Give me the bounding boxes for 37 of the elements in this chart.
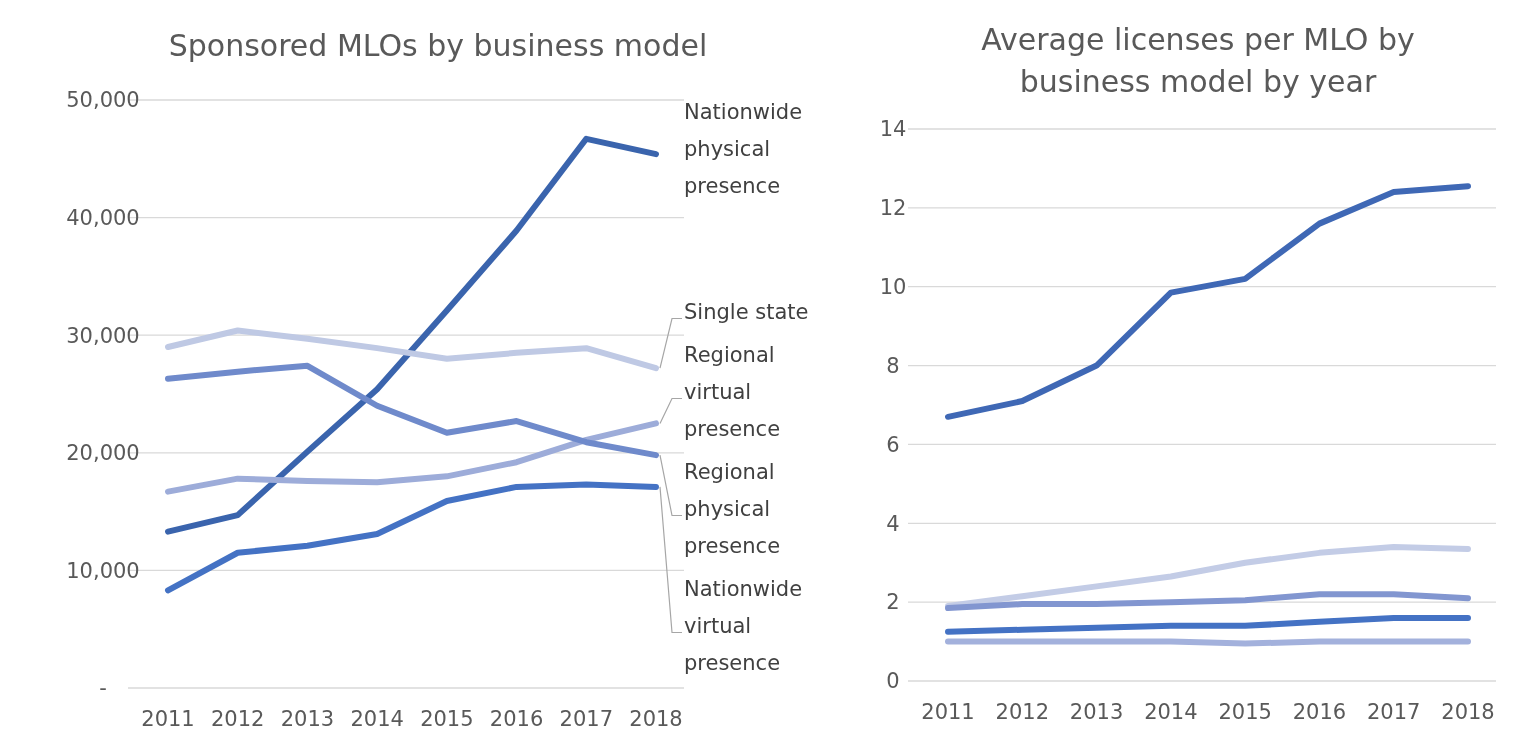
series-label: Nationwide physical presence (684, 99, 803, 198)
x-tick-label: 2016 (1292, 700, 1347, 724)
y-tick-label: 8 (886, 353, 900, 378)
y-tick-label: - (99, 676, 107, 701)
series-label: Regional virtual presence (684, 342, 781, 441)
chart-title: Sponsored MLOs by business model (168, 28, 708, 63)
x-tick-label: 2017 (559, 707, 614, 731)
y-tick-label: 10 (879, 275, 907, 300)
x-tick-label: 2014 (1144, 700, 1198, 724)
y-tick-label: 0 (886, 669, 900, 694)
series-label: Regional physical presence (684, 459, 781, 558)
x-tick-label: 2018 (629, 707, 683, 731)
y-tick-label: 4 (886, 511, 900, 536)
y-tick-label: 10,000 (66, 558, 140, 583)
x-tick-label: 2011 (921, 700, 975, 724)
y-tick-label: 30,000 (66, 323, 140, 348)
chart-title: Average licenses per MLO by business model by year (981, 22, 1415, 99)
x-tick-label: 2011 (141, 707, 195, 731)
y-tick-label: 20,000 (66, 441, 140, 466)
y-tick-label: 6 (886, 432, 900, 457)
x-tick-label: 2015 (420, 707, 474, 731)
text: Single state (684, 299, 809, 324)
y-tick-label: 14 (879, 117, 907, 142)
x-tick-label: 2013 (280, 707, 335, 731)
x-tick-label: 2012 (995, 700, 1050, 724)
y-tick-label: 12 (879, 196, 907, 221)
x-tick-label: 2015 (1218, 700, 1272, 724)
x-tick-label: 2014 (350, 707, 404, 731)
x-tick-label: 2013 (1069, 700, 1124, 724)
x-tick-label: 2016 (489, 707, 544, 731)
y-tick-label: 2 (886, 590, 900, 615)
x-tick-label: 2012 (210, 707, 265, 731)
y-tick-label: 50,000 (66, 88, 140, 113)
text: Nationwide virtual presence (684, 576, 803, 675)
y-tick-label: 40,000 (66, 205, 140, 230)
x-tick-label: 2018 (1441, 700, 1495, 724)
x-tick-label: 2017 (1366, 700, 1421, 724)
